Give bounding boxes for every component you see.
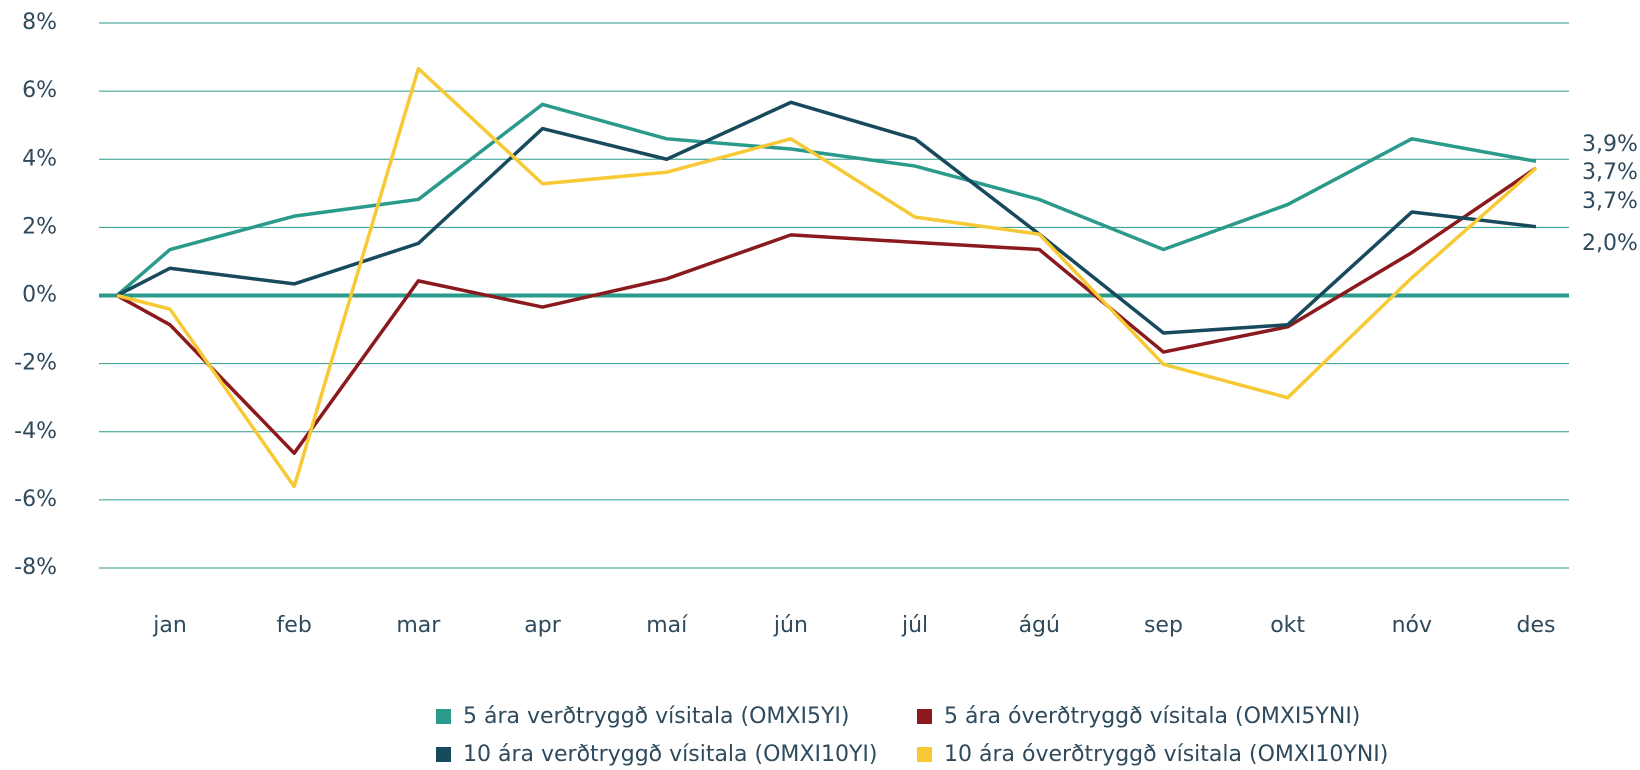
x-tick-label: apr (524, 613, 561, 638)
y-tick-label: -4% (14, 419, 57, 444)
x-tick-label: okt (1270, 613, 1305, 638)
x-tick-label: jan (152, 613, 187, 638)
end-label: 3,7% (1582, 160, 1638, 185)
x-tick-label: sep (1144, 613, 1183, 638)
x-tick-label: des (1517, 613, 1556, 638)
x-tick-label: jún (773, 613, 808, 638)
y-tick-label: 0% (22, 283, 57, 308)
x-tick-label: júl (901, 613, 928, 638)
legend-label: 10 ára óverðtryggð vísitala (OMXI10YNI) (944, 742, 1388, 767)
end-label: 3,9% (1582, 132, 1638, 157)
end-label: 3,7% (1582, 189, 1638, 214)
y-tick-label: 2% (22, 214, 57, 239)
series-line (116, 66, 1538, 489)
y-tick-label: -6% (14, 487, 57, 512)
legend-label: 10 ára verðtryggð vísitala (OMXI10YI) (463, 742, 877, 767)
x-tick-label: feb (277, 613, 312, 638)
x-tick-label: mar (396, 613, 441, 638)
end-label: 2,0% (1582, 231, 1638, 256)
legend-label: 5 ára óverðtryggð vísitala (OMXI5YNI) (944, 704, 1360, 729)
series-line (116, 166, 1537, 455)
legend-swatch (917, 747, 932, 762)
x-tick-label: maí (646, 613, 688, 638)
x-tick-label: ágú (1019, 613, 1060, 638)
x-tick-label: nóv (1392, 613, 1432, 638)
y-tick-label: 6% (22, 78, 57, 103)
y-tick-label: -8% (14, 555, 57, 580)
y-tick-label: -2% (14, 351, 57, 376)
y-tick-label: 8% (22, 10, 57, 35)
legend-swatch (436, 747, 451, 762)
series-line (116, 100, 1537, 335)
legend-swatch (436, 709, 451, 724)
series-line (115, 102, 1537, 297)
legend-label: 5 ára verðtryggð vísitala (OMXI5YI) (463, 704, 849, 729)
y-tick-label: 4% (22, 146, 57, 171)
legend-swatch (917, 709, 932, 724)
